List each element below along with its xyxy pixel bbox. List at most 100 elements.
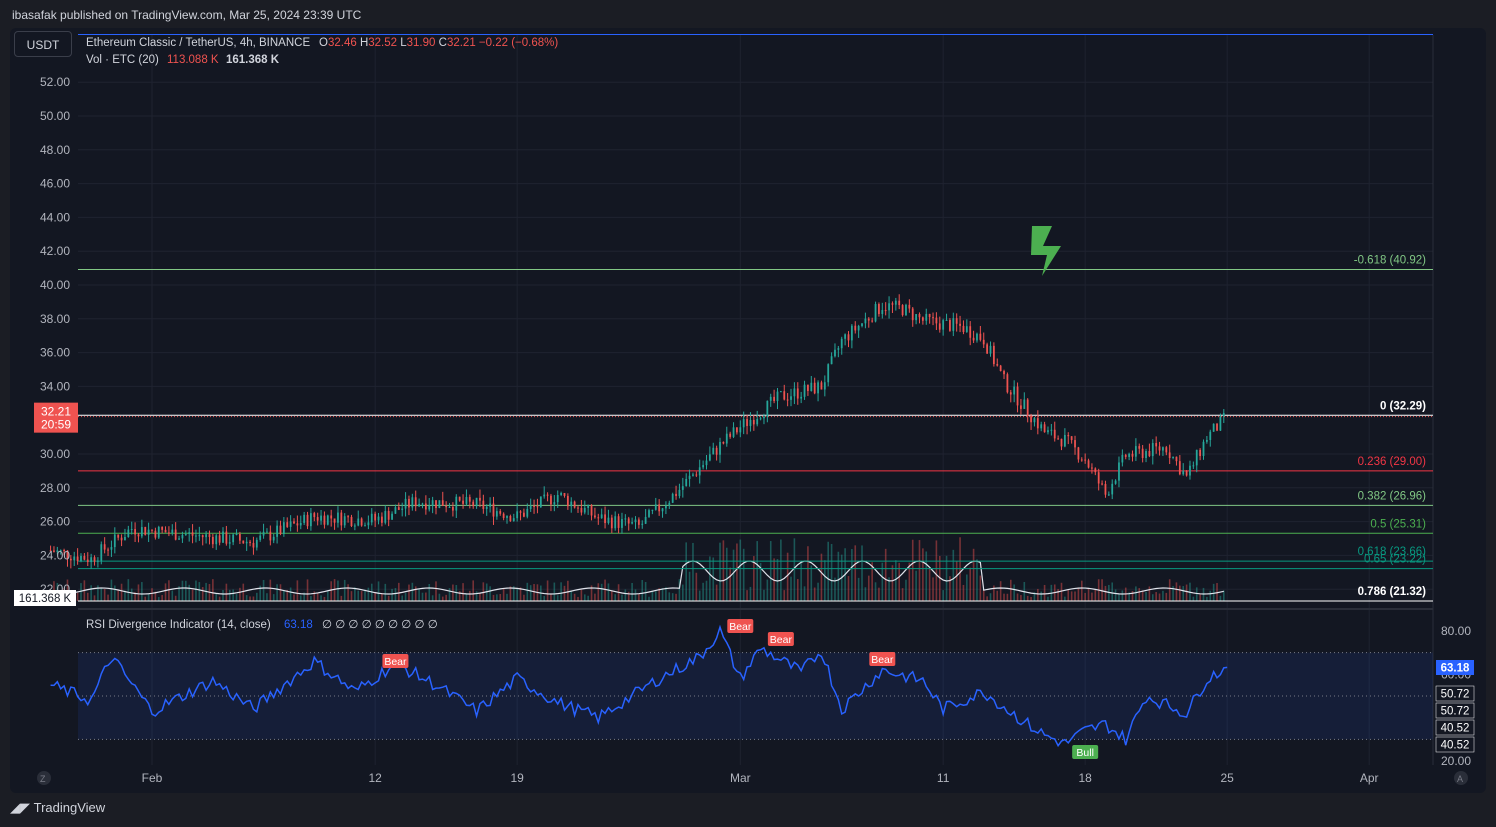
volume-bar [952,549,955,601]
volume-bar [526,582,529,601]
candle-body [306,514,309,527]
volume-bar [732,549,735,601]
candle-body [174,529,177,540]
candle-body [475,497,478,507]
volume-bar [293,594,295,601]
price-tick-label: 40.00 [40,278,70,292]
volume-bar [502,588,505,601]
volume-bar [817,582,819,601]
candle-body [353,525,356,527]
candle-body [124,536,126,541]
volume-bar [164,583,167,601]
candle-body [249,541,251,543]
volume-bar [289,587,292,601]
candle-body [1148,451,1151,457]
volume-bar [509,586,512,601]
volume-bar [137,584,140,601]
candle-body [431,500,434,507]
volume-bar [898,562,901,601]
candle-body [881,310,884,315]
candle-body [107,549,109,551]
candle-body [665,505,667,509]
volume-bar [661,588,664,601]
time-tick-label: 12 [368,771,382,785]
volume-bar [1037,588,1039,601]
volume-bar [1074,591,1076,601]
volume-bar [340,595,343,601]
rsi-value-tag [1435,685,1475,702]
volume-legend-ma: 113.088 K [167,54,219,66]
zoom-reset-icon[interactable] [37,771,51,785]
volume-bar [922,548,924,601]
volume-bar [864,587,867,601]
candle-body [110,547,113,550]
candle-body [120,537,123,541]
volume-bar [499,594,502,601]
candle-body [969,326,972,338]
chart-panel[interactable] [10,28,1486,793]
candle-body [252,542,255,548]
volume-bar [986,596,988,601]
volume-bar [682,584,684,601]
candle-body [191,532,194,536]
candle-body [884,310,887,312]
volume-bar [1195,587,1198,601]
candle-body [181,534,184,539]
volume-bar [303,592,305,601]
volume-bar [1118,593,1120,601]
volume-bar [621,594,623,601]
fib-label: 0.65 (23.22) [1364,554,1426,566]
auto-scale-icon[interactable] [1454,771,1468,785]
time-tick-label: Apr [1360,771,1379,785]
volume-bar [590,585,593,601]
candle-body [1205,440,1208,442]
tradingview-logo[interactable]: ◢◤ TradingView [10,800,106,815]
candle-body [134,529,136,535]
volume-bar [1009,579,1012,601]
candle-body [1043,424,1046,433]
volume-bar [1135,586,1137,601]
volume-bar [810,565,813,601]
candle-body [303,514,306,523]
volume-bar [381,592,383,601]
candle-body [732,427,735,437]
volume-bar [1114,589,1117,601]
volume-bar [286,589,289,601]
candle-body [73,556,76,561]
volume-bar [1003,593,1005,601]
candle-body [1036,418,1039,429]
candle-body [600,514,603,519]
volume-bar [418,588,420,601]
candle-body [972,337,975,341]
rsi-value-tag-text: 50.72 [1441,689,1470,701]
candle-body [539,496,542,508]
volume-bar [671,593,674,601]
candle-body [1033,418,1036,423]
volume-bar [1080,580,1083,601]
ohlc-values: O32.46 H32.52 L31.90 C32.21 −0.22 (−0.68… [319,37,558,49]
candle-body [570,501,573,507]
bear-label [869,652,896,666]
candle-body [695,474,698,476]
time-tick-label: Feb [142,771,163,785]
candle-body [965,326,968,332]
volume-bar [458,591,461,601]
volume-bar [979,575,982,601]
volume-bar [489,586,491,601]
volume-bar [269,579,272,601]
volume-bar [188,584,190,601]
volume-bar [627,591,630,601]
volume-bar [698,590,701,601]
candle-body [1003,371,1005,375]
volume-bar [962,584,965,601]
volume-bar [857,577,860,601]
volume-bar [719,542,721,601]
currency-button[interactable]: USDT [14,31,72,57]
candle-body [313,513,316,518]
price-tick-label: 36.00 [40,346,70,360]
time-tick-label: 18 [1078,771,1092,785]
candle-body [506,516,508,518]
candle-body [627,518,630,524]
candle-body [871,320,874,322]
